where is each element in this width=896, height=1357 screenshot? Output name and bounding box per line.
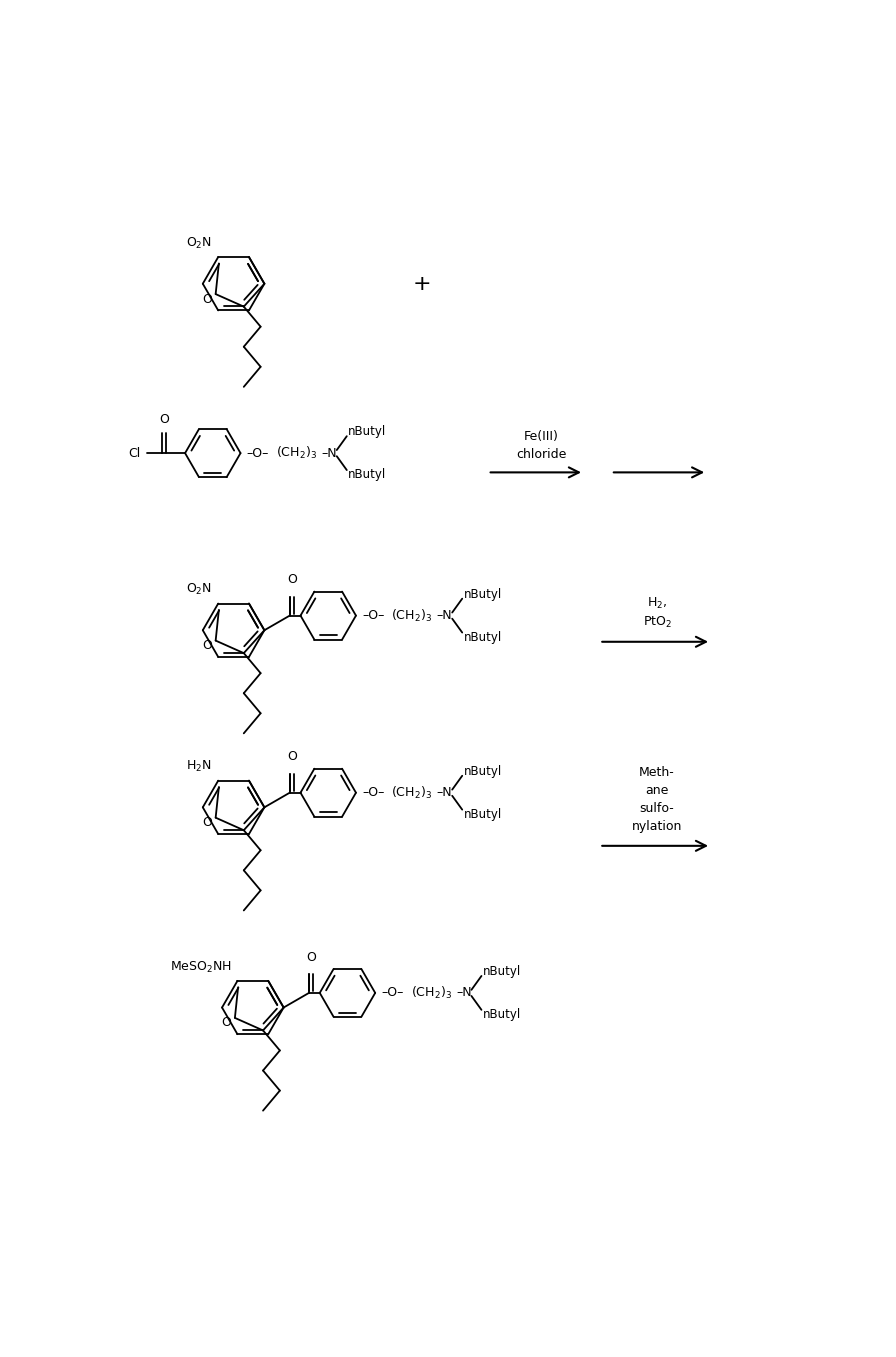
- Text: ane: ane: [645, 784, 668, 797]
- Text: chloride: chloride: [516, 448, 567, 461]
- Text: (CH$_2$)$_3$: (CH$_2$)$_3$: [276, 445, 317, 461]
- Text: H$_2$N: H$_2$N: [186, 760, 212, 775]
- Text: nButyl: nButyl: [464, 588, 502, 601]
- Text: O: O: [202, 816, 212, 829]
- Text: nButyl: nButyl: [464, 764, 502, 778]
- Text: nButyl: nButyl: [464, 631, 502, 643]
- Text: Cl: Cl: [128, 446, 141, 460]
- Text: PtO$_2$: PtO$_2$: [642, 615, 672, 630]
- Text: MeSO$_2$NH: MeSO$_2$NH: [170, 959, 231, 974]
- Text: (CH$_2$)$_3$: (CH$_2$)$_3$: [410, 985, 452, 1001]
- Text: nButyl: nButyl: [483, 965, 521, 978]
- Text: –O–: –O–: [382, 987, 404, 999]
- Text: O: O: [287, 574, 297, 586]
- Text: O$_2$N: O$_2$N: [186, 582, 212, 597]
- Text: (CH$_2$)$_3$: (CH$_2$)$_3$: [392, 784, 432, 801]
- Text: –O–: –O–: [362, 609, 384, 622]
- Text: O: O: [306, 951, 316, 963]
- Text: nButyl: nButyl: [349, 425, 386, 438]
- Text: O: O: [159, 413, 168, 426]
- Text: nButyl: nButyl: [464, 807, 502, 821]
- Text: sulfo-: sulfo-: [640, 802, 675, 816]
- Text: (CH$_2$)$_3$: (CH$_2$)$_3$: [392, 608, 432, 624]
- Text: +: +: [413, 274, 432, 293]
- Text: nylation: nylation: [632, 820, 682, 833]
- Text: Meth-: Meth-: [639, 767, 675, 779]
- Text: –N: –N: [456, 987, 471, 999]
- Text: nButyl: nButyl: [483, 1008, 521, 1020]
- Text: –N: –N: [436, 609, 452, 622]
- Text: O: O: [202, 639, 212, 653]
- Text: H$_2$,: H$_2$,: [647, 596, 668, 611]
- Text: –O–: –O–: [246, 446, 269, 460]
- Text: –N: –N: [436, 786, 452, 799]
- Text: O: O: [221, 1016, 231, 1030]
- Text: –N: –N: [322, 446, 337, 460]
- Text: O: O: [202, 293, 212, 305]
- Text: O$_2$N: O$_2$N: [186, 236, 212, 251]
- Text: O: O: [287, 750, 297, 764]
- Text: –O–: –O–: [362, 786, 384, 799]
- Text: Fe(III): Fe(III): [524, 430, 559, 442]
- Text: nButyl: nButyl: [349, 468, 386, 482]
